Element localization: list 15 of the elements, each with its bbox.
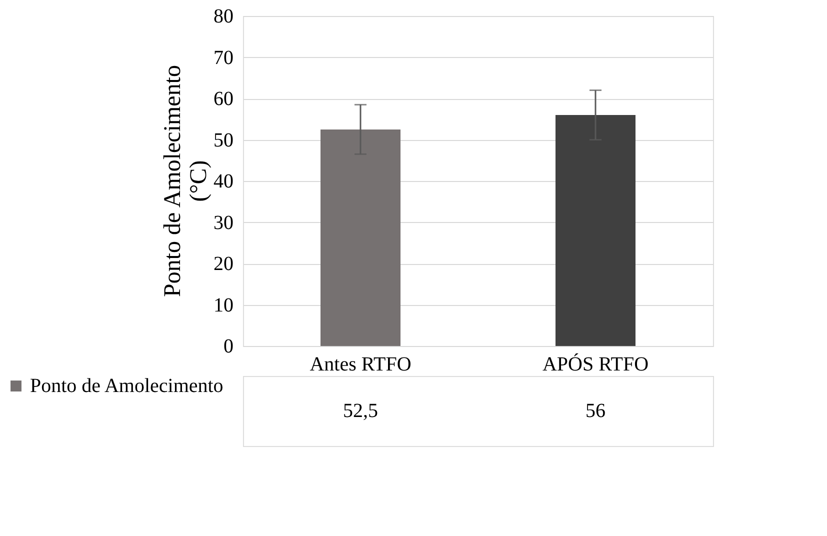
data-label: 52,5 xyxy=(343,400,378,422)
x-tick-label: APÓS RTFO xyxy=(542,352,649,376)
y-axis-title: Ponto de Amolecimento (°C) xyxy=(160,65,212,297)
y-tick-label: 0 xyxy=(224,336,234,358)
y-tick-label: 20 xyxy=(214,253,234,275)
legend-label: Ponto de Amolecimento xyxy=(30,375,224,397)
data-label: 56 xyxy=(586,400,606,422)
x-tick-label: Antes RTFO xyxy=(310,354,412,376)
y-tick-label: 30 xyxy=(214,212,234,234)
y-tick-label: 70 xyxy=(214,46,234,69)
y-tick-label: 10 xyxy=(214,294,234,316)
y-tick-label: 60 xyxy=(214,88,234,110)
y-tick-label: 50 xyxy=(214,129,234,152)
y-tick-label: 80 xyxy=(214,6,234,28)
y-tick-label: 40 xyxy=(214,170,234,192)
